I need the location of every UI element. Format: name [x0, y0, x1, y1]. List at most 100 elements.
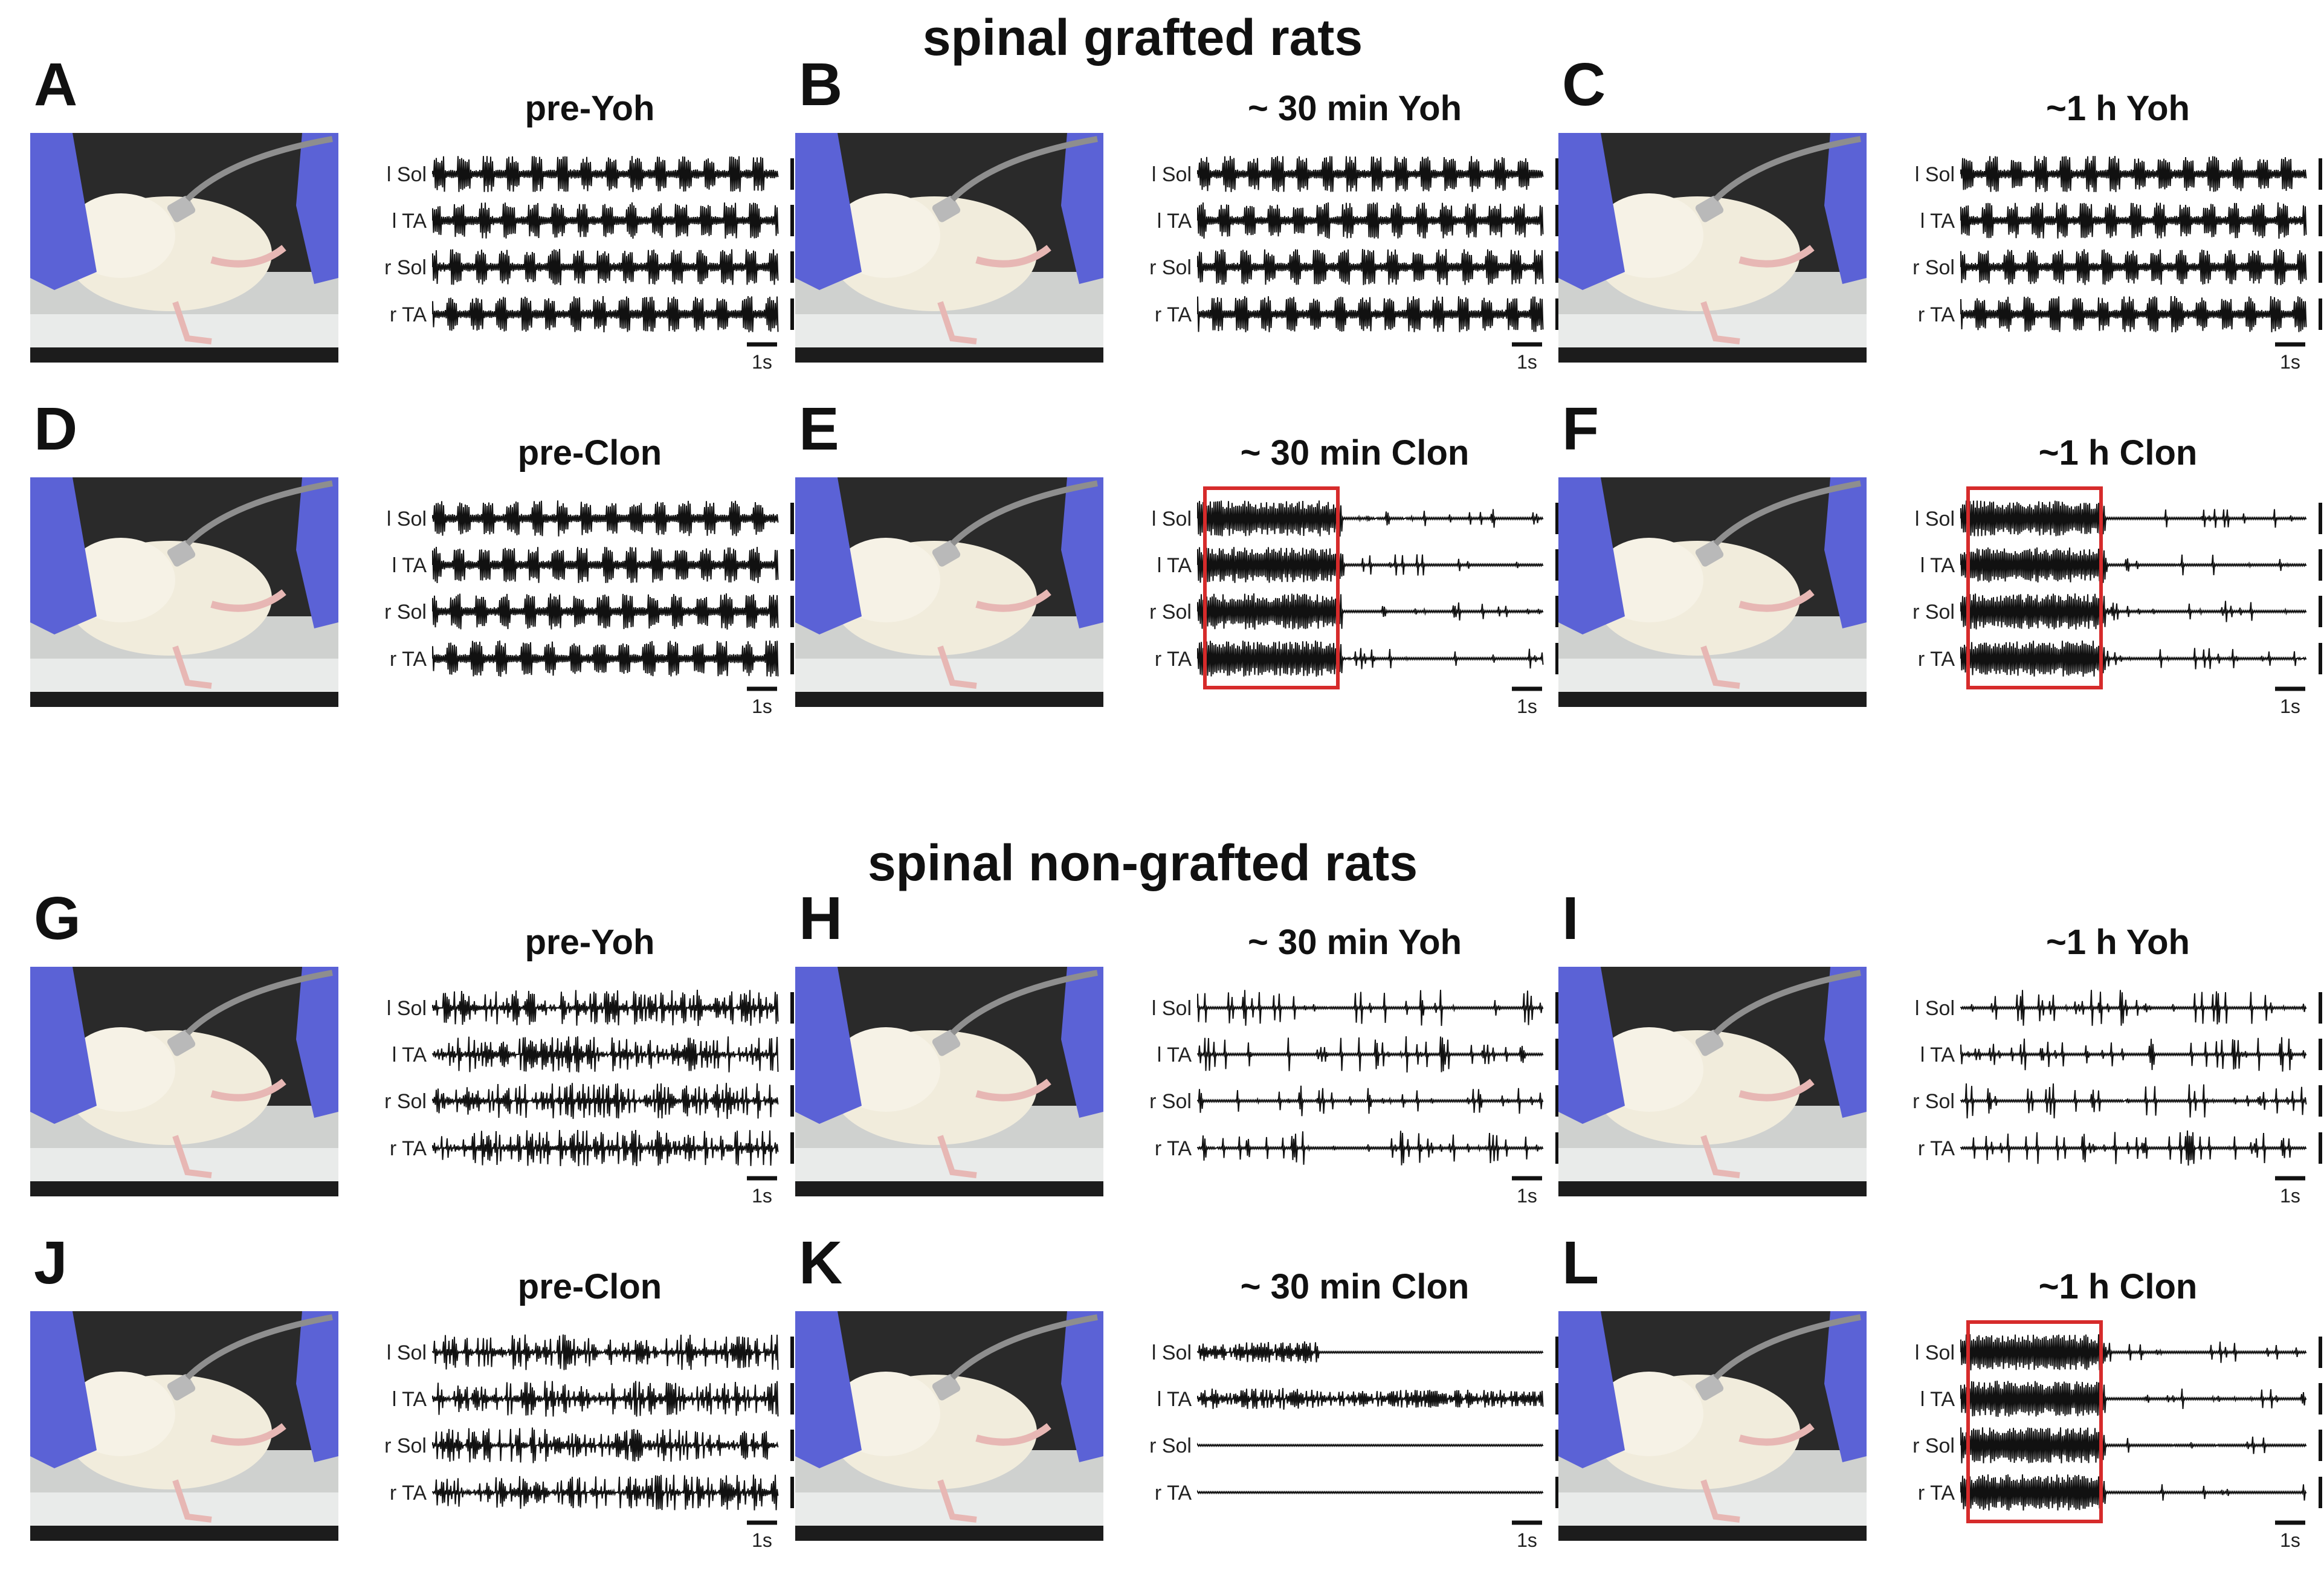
trace-label: l Sol: [1915, 1341, 1955, 1364]
rat-treadmill-photo: [30, 133, 338, 363]
condition-title: ~1 h Clon: [2038, 433, 2198, 473]
condition-title: ~1 h Yoh: [2046, 923, 2190, 962]
condition-title: ~1 h Clon: [2038, 1267, 2198, 1306]
condition-title: ~ 30 min Yoh: [1247, 923, 1462, 962]
emg-trace: [432, 547, 779, 583]
emg-trace: [432, 500, 779, 537]
emg-traces: l Sol l TA r Sol r TA 1s: [1131, 1311, 1566, 1565]
emg-trace: [1197, 202, 1544, 239]
emg-trace: [432, 1474, 779, 1511]
panel-label: H: [799, 885, 843, 952]
emg-trace: [1197, 547, 1544, 583]
trace-label: r TA: [1918, 1137, 1955, 1160]
trace-label: r Sol: [384, 1090, 427, 1113]
trace-label: l TA: [1157, 1044, 1192, 1066]
condition-title: ~1 h Yoh: [2046, 89, 2190, 128]
time-scale-label: 1s: [1517, 1185, 1537, 1207]
time-scale-label: 1s: [1517, 351, 1537, 373]
emg-traces: l Sol l TA r Sol r TA 1s: [1894, 133, 2324, 387]
panel-b: B ~ 30 min Yoh l Sol l TA r Sol r TA 1s: [795, 54, 1566, 393]
emg-trace: [1197, 1085, 1544, 1117]
trace-label: r TA: [1918, 648, 1955, 671]
trace-label: r TA: [390, 1137, 427, 1160]
trace-label: r Sol: [1912, 256, 1955, 279]
trace-label: r Sol: [1912, 1090, 1955, 1113]
trace-label: r Sol: [1149, 601, 1192, 624]
panel-i: I ~1 h Yoh l Sol l TA r Sol r TA 1s: [1558, 885, 2324, 1227]
condition-title: ~ 30 min Yoh: [1247, 89, 1462, 128]
emg-trace: [432, 1129, 779, 1167]
trace-label: l Sol: [387, 508, 427, 531]
section-title-non-grafted: spinal non-grafted rats: [867, 834, 1418, 891]
emg-trace: [432, 990, 779, 1026]
emg-trace: [1960, 593, 2307, 630]
time-scale-label: 1s: [2280, 351, 2300, 373]
rat-treadmill-photo: [1558, 967, 1867, 1196]
emg-trace: [1960, 1334, 2307, 1370]
trace-label: r Sol: [1149, 1434, 1192, 1457]
trace-label: r TA: [1155, 648, 1192, 671]
trace-label: l TA: [1157, 554, 1192, 577]
panel-label: D: [34, 395, 78, 463]
panel-label: K: [799, 1229, 843, 1297]
time-scale-label: 1s: [1517, 695, 1537, 717]
emg-trace: [1197, 1387, 1544, 1410]
panel-k: K ~ 30 min Clon l Sol l TA r Sol r TA 1s: [795, 1229, 1566, 1571]
trace-label: r TA: [1155, 1482, 1192, 1505]
rat-treadmill-photo: [30, 1311, 338, 1541]
emg-trace: [1960, 547, 2307, 583]
trace-label: r TA: [1918, 1482, 1955, 1505]
emg-traces: l Sol l TA r Sol r TA 1s: [366, 477, 801, 731]
emg-trace: [1197, 248, 1544, 286]
trace-label: l TA: [1920, 1044, 1955, 1066]
trace-label: r TA: [390, 648, 427, 671]
time-scale-label: 1s: [2280, 1185, 2300, 1207]
rat-treadmill-photo: [795, 477, 1103, 707]
emg-trace: [1960, 500, 2307, 537]
time-scale-label: 1s: [2280, 695, 2300, 717]
highlight-box: [1203, 486, 1340, 689]
emg-trace: [432, 1381, 779, 1417]
rat-treadmill-photo: [795, 967, 1103, 1196]
trace-label: l Sol: [387, 1341, 427, 1364]
panel-l: L ~1 h Clon l Sol l TA r Sol r TA 1s: [1558, 1229, 2324, 1571]
trace-label: l TA: [1157, 210, 1192, 233]
emg-trace: [432, 640, 779, 677]
rat-treadmill-photo: [1558, 1311, 1867, 1541]
emg-trace: [1960, 1381, 2307, 1417]
condition-title: ~ 30 min Clon: [1240, 433, 1470, 473]
emg-trace: [432, 1427, 779, 1463]
section-title-grafted: spinal grafted rats: [922, 9, 1363, 66]
condition-title: ~ 30 min Clon: [1240, 1267, 1470, 1306]
emg-trace: [1197, 1442, 1544, 1448]
emg-trace: [1960, 296, 2307, 332]
emg-trace: [432, 1036, 779, 1073]
trace-label: r Sol: [384, 1434, 427, 1457]
trace-label: l TA: [392, 210, 427, 233]
panel-label: L: [1562, 1229, 1599, 1297]
rat-treadmill-photo: [795, 1311, 1103, 1541]
emg-trace: [432, 296, 779, 332]
trace-label: r TA: [390, 1482, 427, 1505]
trace-label: l Sol: [387, 997, 427, 1020]
emg-trace: [432, 1083, 779, 1119]
trace-label: r Sol: [1912, 1434, 1955, 1457]
trace-label: l Sol: [387, 163, 427, 186]
emg-trace: [1960, 640, 2307, 677]
emg-traces: l Sol l TA r Sol r TA 1s: [366, 1311, 801, 1565]
trace-label: l Sol: [1152, 163, 1192, 186]
panel-label: I: [1562, 885, 1579, 952]
emg-trace: [1197, 990, 1544, 1026]
trace-label: l TA: [1920, 554, 1955, 577]
condition-title: pre-Clon: [517, 1267, 662, 1306]
trace-label: r TA: [1155, 303, 1192, 326]
panel-h: H ~ 30 min Yoh l Sol l TA r Sol r TA 1s: [795, 885, 1566, 1227]
rat-treadmill-photo: [30, 967, 338, 1196]
trace-label: l TA: [392, 1388, 427, 1411]
emg-trace: [1197, 156, 1544, 192]
emg-trace: [1960, 1037, 2307, 1072]
highlight-box: [1966, 1320, 2103, 1523]
trace-label: l TA: [392, 554, 427, 577]
rat-treadmill-photo: [1558, 477, 1867, 707]
emg-trace: [1197, 296, 1544, 332]
